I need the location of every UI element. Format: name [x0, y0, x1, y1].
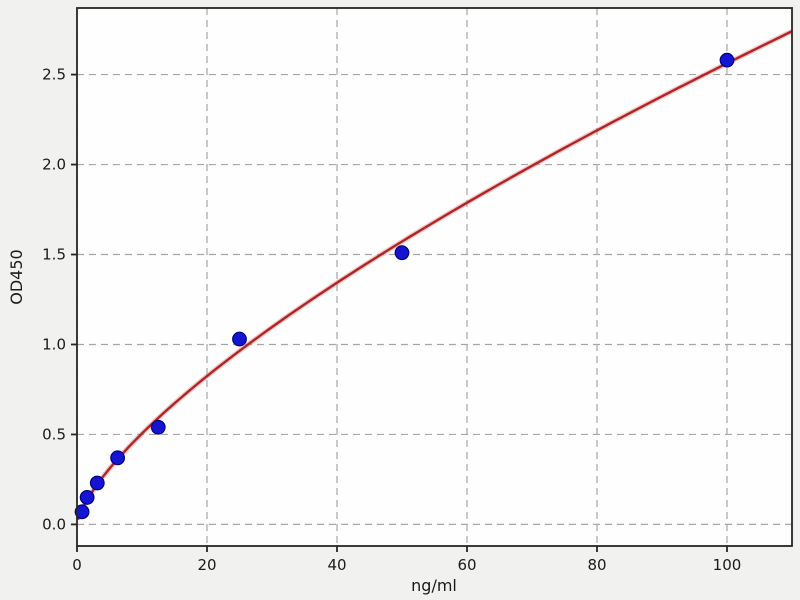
data-point: [74, 504, 90, 520]
x-tick-label: 100: [713, 556, 742, 574]
y-tick-label: 0.0: [42, 515, 66, 533]
x-tick-label: 60: [457, 556, 476, 574]
y-tick-label: 0.5: [42, 425, 66, 443]
y-tick-label: 1.0: [42, 335, 66, 353]
data-point: [110, 450, 126, 466]
data-point: [232, 331, 247, 347]
x-tick-label: 40: [327, 556, 346, 574]
data-point: [719, 52, 735, 68]
data-point: [150, 419, 166, 435]
plot-background: [77, 8, 792, 546]
x-tick-label: 0: [72, 556, 82, 574]
data-point: [89, 475, 105, 491]
y-tick-label: 2.5: [42, 66, 66, 84]
y-tick-label: 1.5: [42, 246, 66, 264]
x-axis-label: ng/ml: [411, 576, 457, 595]
tick-labels: 0 20 40 60 80 100 0.0 0.5 1.0 1.5 2.0 2.5: [42, 66, 741, 574]
data-point: [79, 490, 95, 505]
x-tick-label: 20: [197, 556, 216, 574]
axes-spines: [76, 7, 793, 547]
y-tick-label: 2.0: [42, 156, 66, 174]
x-tick-label: 80: [587, 556, 606, 574]
data-points: [74, 52, 735, 520]
data-point: [394, 245, 410, 261]
y-axis-label: OD450: [7, 249, 26, 305]
axis-ticks: [71, 73, 728, 552]
